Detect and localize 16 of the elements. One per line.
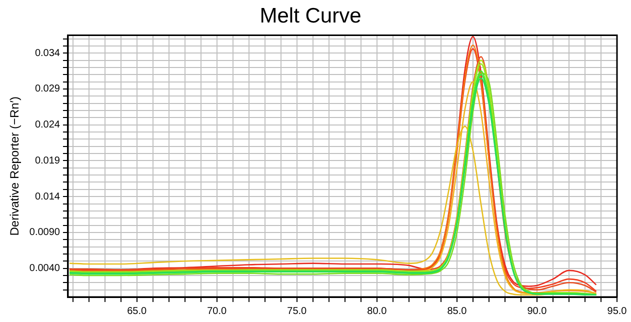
x-tick-label: 90.0 <box>527 306 548 317</box>
chart-title: Melt Curve <box>260 4 362 28</box>
x-tick-label: 75.0 <box>287 306 308 317</box>
y-tick-label: 0.014 <box>34 191 60 202</box>
y-tick-label: 0.0040 <box>29 263 60 274</box>
y-tick-label: 0.0090 <box>29 227 60 238</box>
x-tick-label: 80.0 <box>367 306 388 317</box>
x-tick-label: 65.0 <box>127 306 147 317</box>
y-tick-label: 0.019 <box>34 155 60 166</box>
x-tick-label: 70.0 <box>207 306 228 317</box>
y-tick-label: 0.029 <box>34 84 60 95</box>
y-tick-label: 0.024 <box>34 120 60 131</box>
x-tick-label: 95.0 <box>607 306 628 317</box>
x-tick-label: 85.0 <box>447 306 468 317</box>
y-tick-label: 0.034 <box>34 48 60 59</box>
y-axis-title: Derivative Reporter (−Rn′) <box>8 96 22 236</box>
